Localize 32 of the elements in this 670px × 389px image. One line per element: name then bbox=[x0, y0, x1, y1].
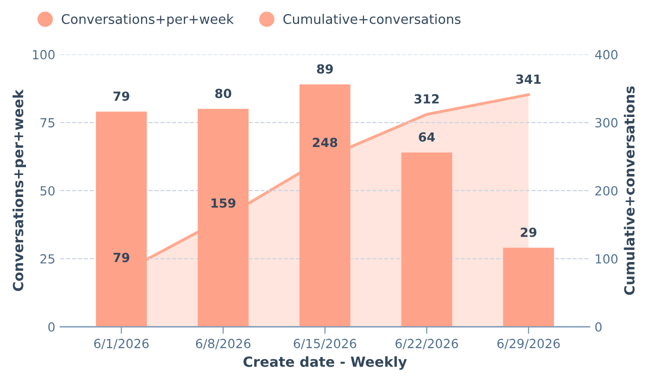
y-tick-label: 50 bbox=[40, 186, 55, 196]
data-label: 248 bbox=[312, 138, 338, 148]
y-tick-label: 25 bbox=[40, 254, 54, 264]
x-axis-title: Create date - Weekly bbox=[244, 356, 407, 370]
data-label: 80 bbox=[215, 88, 232, 98]
data-label: 79 bbox=[114, 91, 130, 101]
legend-label: Conversations+per+week bbox=[62, 14, 234, 27]
y2-tick-label: 300 bbox=[595, 118, 618, 128]
data-label: 312 bbox=[414, 94, 439, 104]
y2-tick-label: 400 bbox=[595, 50, 618, 60]
data-label: 341 bbox=[516, 74, 541, 84]
x-tick-label: 6/8/2026 bbox=[196, 338, 250, 350]
data-label: 79 bbox=[114, 252, 130, 262]
x-tick-label: 6/22/2026 bbox=[396, 338, 458, 350]
data-label: 89 bbox=[317, 64, 333, 74]
bar bbox=[401, 152, 452, 327]
data-label: 29 bbox=[520, 228, 536, 238]
y-axis-title: Conversations+per+week bbox=[12, 89, 26, 291]
legend-label: Cumulative+conversations bbox=[283, 14, 460, 24]
y2-tick-label: 200 bbox=[595, 186, 618, 196]
data-label: 159 bbox=[212, 198, 236, 208]
y2-axis-title: Cumulative+conversations bbox=[624, 86, 635, 295]
y2-tick-label: 0 bbox=[595, 322, 602, 332]
y-tick-label: 75 bbox=[40, 118, 54, 128]
x-tick-label: 6/1/2026 bbox=[94, 338, 149, 350]
y-tick-label: 0 bbox=[48, 322, 55, 332]
y-tick-label: 100 bbox=[32, 50, 55, 60]
x-tick-label: 6/29/2026 bbox=[497, 338, 560, 350]
bar bbox=[503, 248, 554, 327]
x-tick-label: 6/15/2026 bbox=[294, 338, 356, 350]
data-label: 64 bbox=[418, 132, 435, 142]
y2-tick-label: 100 bbox=[596, 254, 618, 264]
